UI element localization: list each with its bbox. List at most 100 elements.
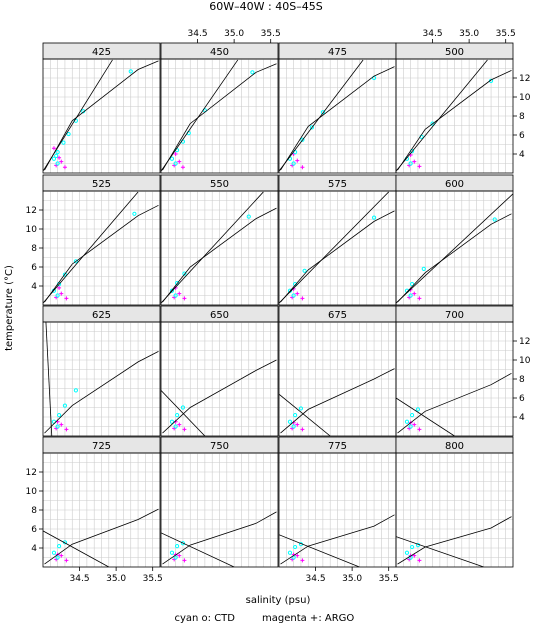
y-tick-label: 12 bbox=[26, 468, 37, 478]
ctd-point bbox=[298, 406, 304, 411]
argo-point bbox=[412, 159, 417, 164]
ctd-point bbox=[409, 413, 415, 418]
y-tick-label: 6 bbox=[519, 394, 525, 404]
argo-point bbox=[173, 285, 178, 290]
panel-content bbox=[279, 191, 395, 304]
panel-strip-label: 575 bbox=[328, 179, 347, 190]
ctd-point bbox=[73, 259, 79, 264]
panel-strip-label: 650 bbox=[210, 310, 229, 321]
argo-point bbox=[64, 558, 69, 563]
ctd-point bbox=[371, 215, 377, 220]
panel-strip-label: 475 bbox=[328, 47, 347, 58]
ctd-point bbox=[408, 161, 413, 166]
y-tick-label: 10 bbox=[519, 356, 531, 366]
argo-point bbox=[177, 422, 182, 427]
ctd-point bbox=[408, 293, 413, 298]
argo-point bbox=[180, 165, 185, 170]
x-tick-label: 35.0 bbox=[342, 574, 362, 584]
ctd-point bbox=[56, 544, 62, 549]
x-tick-label: 34.5 bbox=[188, 29, 208, 39]
ctd-point bbox=[291, 161, 296, 166]
argo-point bbox=[412, 291, 417, 296]
panel-content bbox=[396, 516, 512, 567]
panel-content bbox=[279, 514, 395, 567]
argo-point bbox=[51, 146, 56, 151]
panel-strip-label: 625 bbox=[92, 310, 111, 321]
ctd-point bbox=[292, 544, 298, 550]
argo-point bbox=[182, 558, 187, 563]
y-tick-label: 12 bbox=[519, 74, 530, 84]
ctd-point bbox=[55, 555, 60, 560]
panel: 575 bbox=[278, 174, 397, 306]
ctd-point bbox=[302, 268, 307, 273]
ctd-point bbox=[180, 541, 186, 546]
tangent-line bbox=[396, 397, 455, 436]
argo-point bbox=[417, 427, 422, 432]
y-tick-label: 8 bbox=[519, 112, 525, 122]
ctd-point bbox=[291, 424, 296, 429]
panel-frame bbox=[395, 452, 514, 568]
argo-point bbox=[64, 296, 69, 301]
tangent-line bbox=[43, 191, 139, 304]
x-tick-label: 35.5 bbox=[261, 29, 281, 39]
argo-point bbox=[300, 296, 305, 301]
y-tick-label: 6 bbox=[519, 131, 525, 141]
y-tick-label: 4 bbox=[31, 282, 37, 292]
y-tick-label: 10 bbox=[26, 225, 38, 235]
ctd-point bbox=[174, 544, 180, 549]
y-axis-label: temperature (°C) bbox=[4, 265, 15, 351]
panel-content bbox=[43, 191, 159, 304]
density-curve bbox=[162, 359, 277, 434]
density-curve bbox=[397, 372, 512, 434]
ctd-point bbox=[421, 266, 426, 271]
argo-point bbox=[417, 296, 422, 301]
density-curve bbox=[162, 63, 277, 171]
tangent-line bbox=[396, 193, 513, 304]
ctd-point bbox=[300, 137, 305, 142]
ctd-point bbox=[309, 125, 315, 130]
argo-point bbox=[182, 427, 187, 432]
ctd-point bbox=[287, 419, 293, 424]
tangent-line bbox=[43, 59, 113, 172]
density-curve bbox=[397, 516, 512, 565]
ctd-point bbox=[404, 550, 410, 555]
panel: 625 bbox=[42, 305, 161, 437]
argo-point bbox=[57, 285, 62, 290]
ctd-point bbox=[246, 214, 251, 219]
panel-content bbox=[43, 508, 159, 567]
ctd-point bbox=[51, 550, 57, 555]
panel-frame bbox=[160, 58, 279, 174]
chart-title: 60W–40W : 40S–45S bbox=[209, 0, 322, 13]
x-tick-label: 34.5 bbox=[70, 574, 90, 584]
argo-point bbox=[412, 553, 417, 558]
ctd-point bbox=[169, 419, 175, 424]
ctd-point bbox=[55, 150, 60, 155]
ctd-point bbox=[250, 70, 255, 75]
tangent-line bbox=[279, 59, 364, 172]
tangent-line bbox=[43, 530, 110, 567]
y-tick-label: 8 bbox=[519, 375, 525, 385]
ctd-point bbox=[291, 293, 296, 298]
panel-strip-label: 600 bbox=[445, 179, 464, 190]
ctd-point bbox=[54, 153, 59, 158]
tangent-line bbox=[161, 532, 235, 567]
ctd-point bbox=[55, 293, 60, 298]
ctd-point bbox=[169, 156, 175, 161]
tangent-line bbox=[161, 59, 239, 172]
x-tick-label: 35.0 bbox=[106, 574, 126, 584]
x-axis-label: salinity (psu) bbox=[246, 595, 311, 606]
argo-point bbox=[300, 558, 305, 563]
argo-point bbox=[182, 296, 187, 301]
density-curve bbox=[280, 66, 395, 171]
caption-argo: magenta +: ARGO bbox=[262, 613, 354, 624]
density-curve bbox=[280, 514, 395, 565]
panel-content bbox=[396, 372, 512, 436]
ctd-point bbox=[169, 288, 175, 293]
y-tick-label: 6 bbox=[31, 525, 37, 535]
x-tick-label: 34.5 bbox=[423, 29, 443, 39]
y-tick-label: 10 bbox=[519, 93, 531, 103]
ctd-point bbox=[169, 550, 175, 555]
panel: 475 bbox=[278, 42, 397, 174]
